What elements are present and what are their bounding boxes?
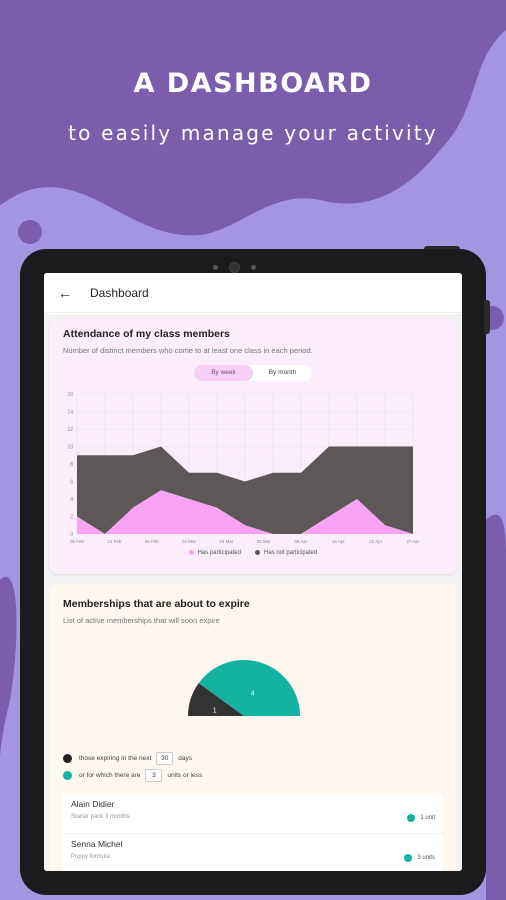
- tablet-camera: [229, 262, 240, 273]
- hero-subtitle: to easily manage your activity: [68, 121, 438, 145]
- area-participated: [77, 490, 413, 534]
- units-dot: [407, 814, 416, 822]
- page-title: Dashboard: [90, 285, 149, 300]
- memberships-title: Memberships that are about to expire: [63, 598, 250, 610]
- member-plan: Starter pack 3 months: [71, 814, 130, 820]
- dot-blob-1: [18, 220, 42, 244]
- memberships-card: Memberships that are about to expire Lis…: [49, 584, 457, 871]
- x-tick-label: 18 Mar: [219, 539, 234, 544]
- bottom-right-blob: [486, 514, 506, 900]
- pie-slice: [188, 683, 244, 716]
- legend-not-participated-label: Has not participated: [263, 550, 318, 557]
- filter-units-row: or for which there are 3 units or less: [63, 769, 202, 782]
- top-blob: [0, 0, 506, 236]
- expiring-pie-chart: 14: [188, 660, 300, 716]
- units-label: 1 unit: [420, 815, 435, 821]
- app-bar: ← Dashboard: [44, 273, 462, 313]
- member-name: Senna Michel: [71, 839, 123, 849]
- member-name: Alain Didier: [71, 799, 115, 809]
- units-label: 3 units: [417, 855, 435, 861]
- x-tick-label: 08 Apr: [294, 539, 308, 544]
- toggle-by-month[interactable]: By month: [268, 369, 297, 376]
- tablet-sensor-2: [251, 265, 256, 270]
- member-plan: Puppy formula: [71, 854, 110, 860]
- x-tick-label: 15 Apr: [332, 539, 346, 544]
- membership-list: Alain Didier Starter pack 3 months 1 uni…: [63, 794, 443, 871]
- y-tick-label: 12: [67, 427, 73, 433]
- filter-days-row: those expiring in the next 30 days: [63, 752, 192, 765]
- x-tick-label: 25 Mar: [257, 539, 272, 544]
- x-tick-label: 05 Feb: [70, 539, 85, 544]
- y-tick-label: 10: [67, 445, 73, 451]
- legend-participated-label: Has participated: [197, 550, 241, 557]
- attendance-subtitle: Number of distinct members who come to a…: [63, 346, 313, 355]
- legend-not-participated-swatch: [254, 550, 260, 555]
- memberships-subtitle: List of active memberships that will soo…: [63, 616, 220, 625]
- tablet-screen: ← Dashboard Attendance of my class membe…: [44, 273, 462, 871]
- x-tick-label: 27 Apr: [406, 539, 420, 544]
- toggle-by-week[interactable]: By week: [194, 365, 253, 381]
- dashboard-content: Attendance of my class members Number of…: [44, 314, 462, 871]
- period-toggle: By week By month: [194, 365, 312, 381]
- side-blob-left: [0, 576, 17, 760]
- attendance-chart: 0 2 4 6 8 10 12 14 16 05 Feb 12 Feb 26 Feb 04 Mar 18 …: [67, 392, 420, 544]
- filter-days-dot: [63, 754, 72, 763]
- tablet-volume-button: [484, 300, 490, 334]
- pie-slice-label: 4: [251, 690, 255, 697]
- legend-participated: Has participated: [188, 550, 241, 557]
- y-tick-label: 14: [67, 410, 73, 416]
- hero-title: A DASHBOARD: [133, 68, 373, 99]
- y-tick-label: 0: [70, 532, 73, 538]
- legend-not-participated: Has not participated: [254, 550, 318, 557]
- chart-legend: Has participated Has not participated: [49, 550, 457, 556]
- y-tick-label: 8: [70, 462, 73, 468]
- legend-participated-swatch: [188, 550, 194, 555]
- filter-units-prefix: or for which there are: [79, 772, 141, 779]
- filter-days-suffix: days: [178, 755, 193, 762]
- attendance-card: Attendance of my class members Number of…: [49, 318, 457, 574]
- tablet-sensor: [213, 265, 218, 270]
- filter-units-dot: [63, 771, 72, 780]
- y-tick-label: 6: [70, 480, 73, 486]
- days-input[interactable]: 30: [156, 752, 174, 765]
- x-tick-label: 26 Feb: [145, 539, 160, 544]
- back-arrow-icon[interactable]: ←: [58, 284, 72, 301]
- units-dot: [404, 854, 413, 862]
- x-tick-label: 04 Mar: [182, 539, 197, 544]
- member-units: 1 unit: [407, 814, 435, 822]
- x-tick-label: 22 Apr: [369, 539, 383, 544]
- pie-slice-label: 1: [213, 707, 217, 714]
- units-input[interactable]: 3: [145, 769, 163, 782]
- list-item[interactable]: Alain Didier Starter pack 3 months 1 uni…: [63, 794, 443, 834]
- member-units: 3 units: [404, 854, 435, 862]
- filter-days-prefix: those expiring in the next: [79, 755, 152, 762]
- attendance-title: Attendance of my class members: [63, 328, 230, 340]
- y-tick-label: 16: [67, 392, 73, 398]
- y-tick-label: 2: [70, 515, 73, 521]
- filter-units-suffix: units or less: [167, 772, 203, 779]
- x-tick-label: 12 Feb: [107, 539, 122, 544]
- tablet-power-button: [424, 246, 460, 251]
- list-item[interactable]: Senna Michel Puppy formula 3 units: [63, 834, 443, 871]
- area-not-participated: [77, 446, 413, 534]
- pie-slice: [198, 660, 300, 716]
- y-tick-label: 4: [70, 497, 73, 503]
